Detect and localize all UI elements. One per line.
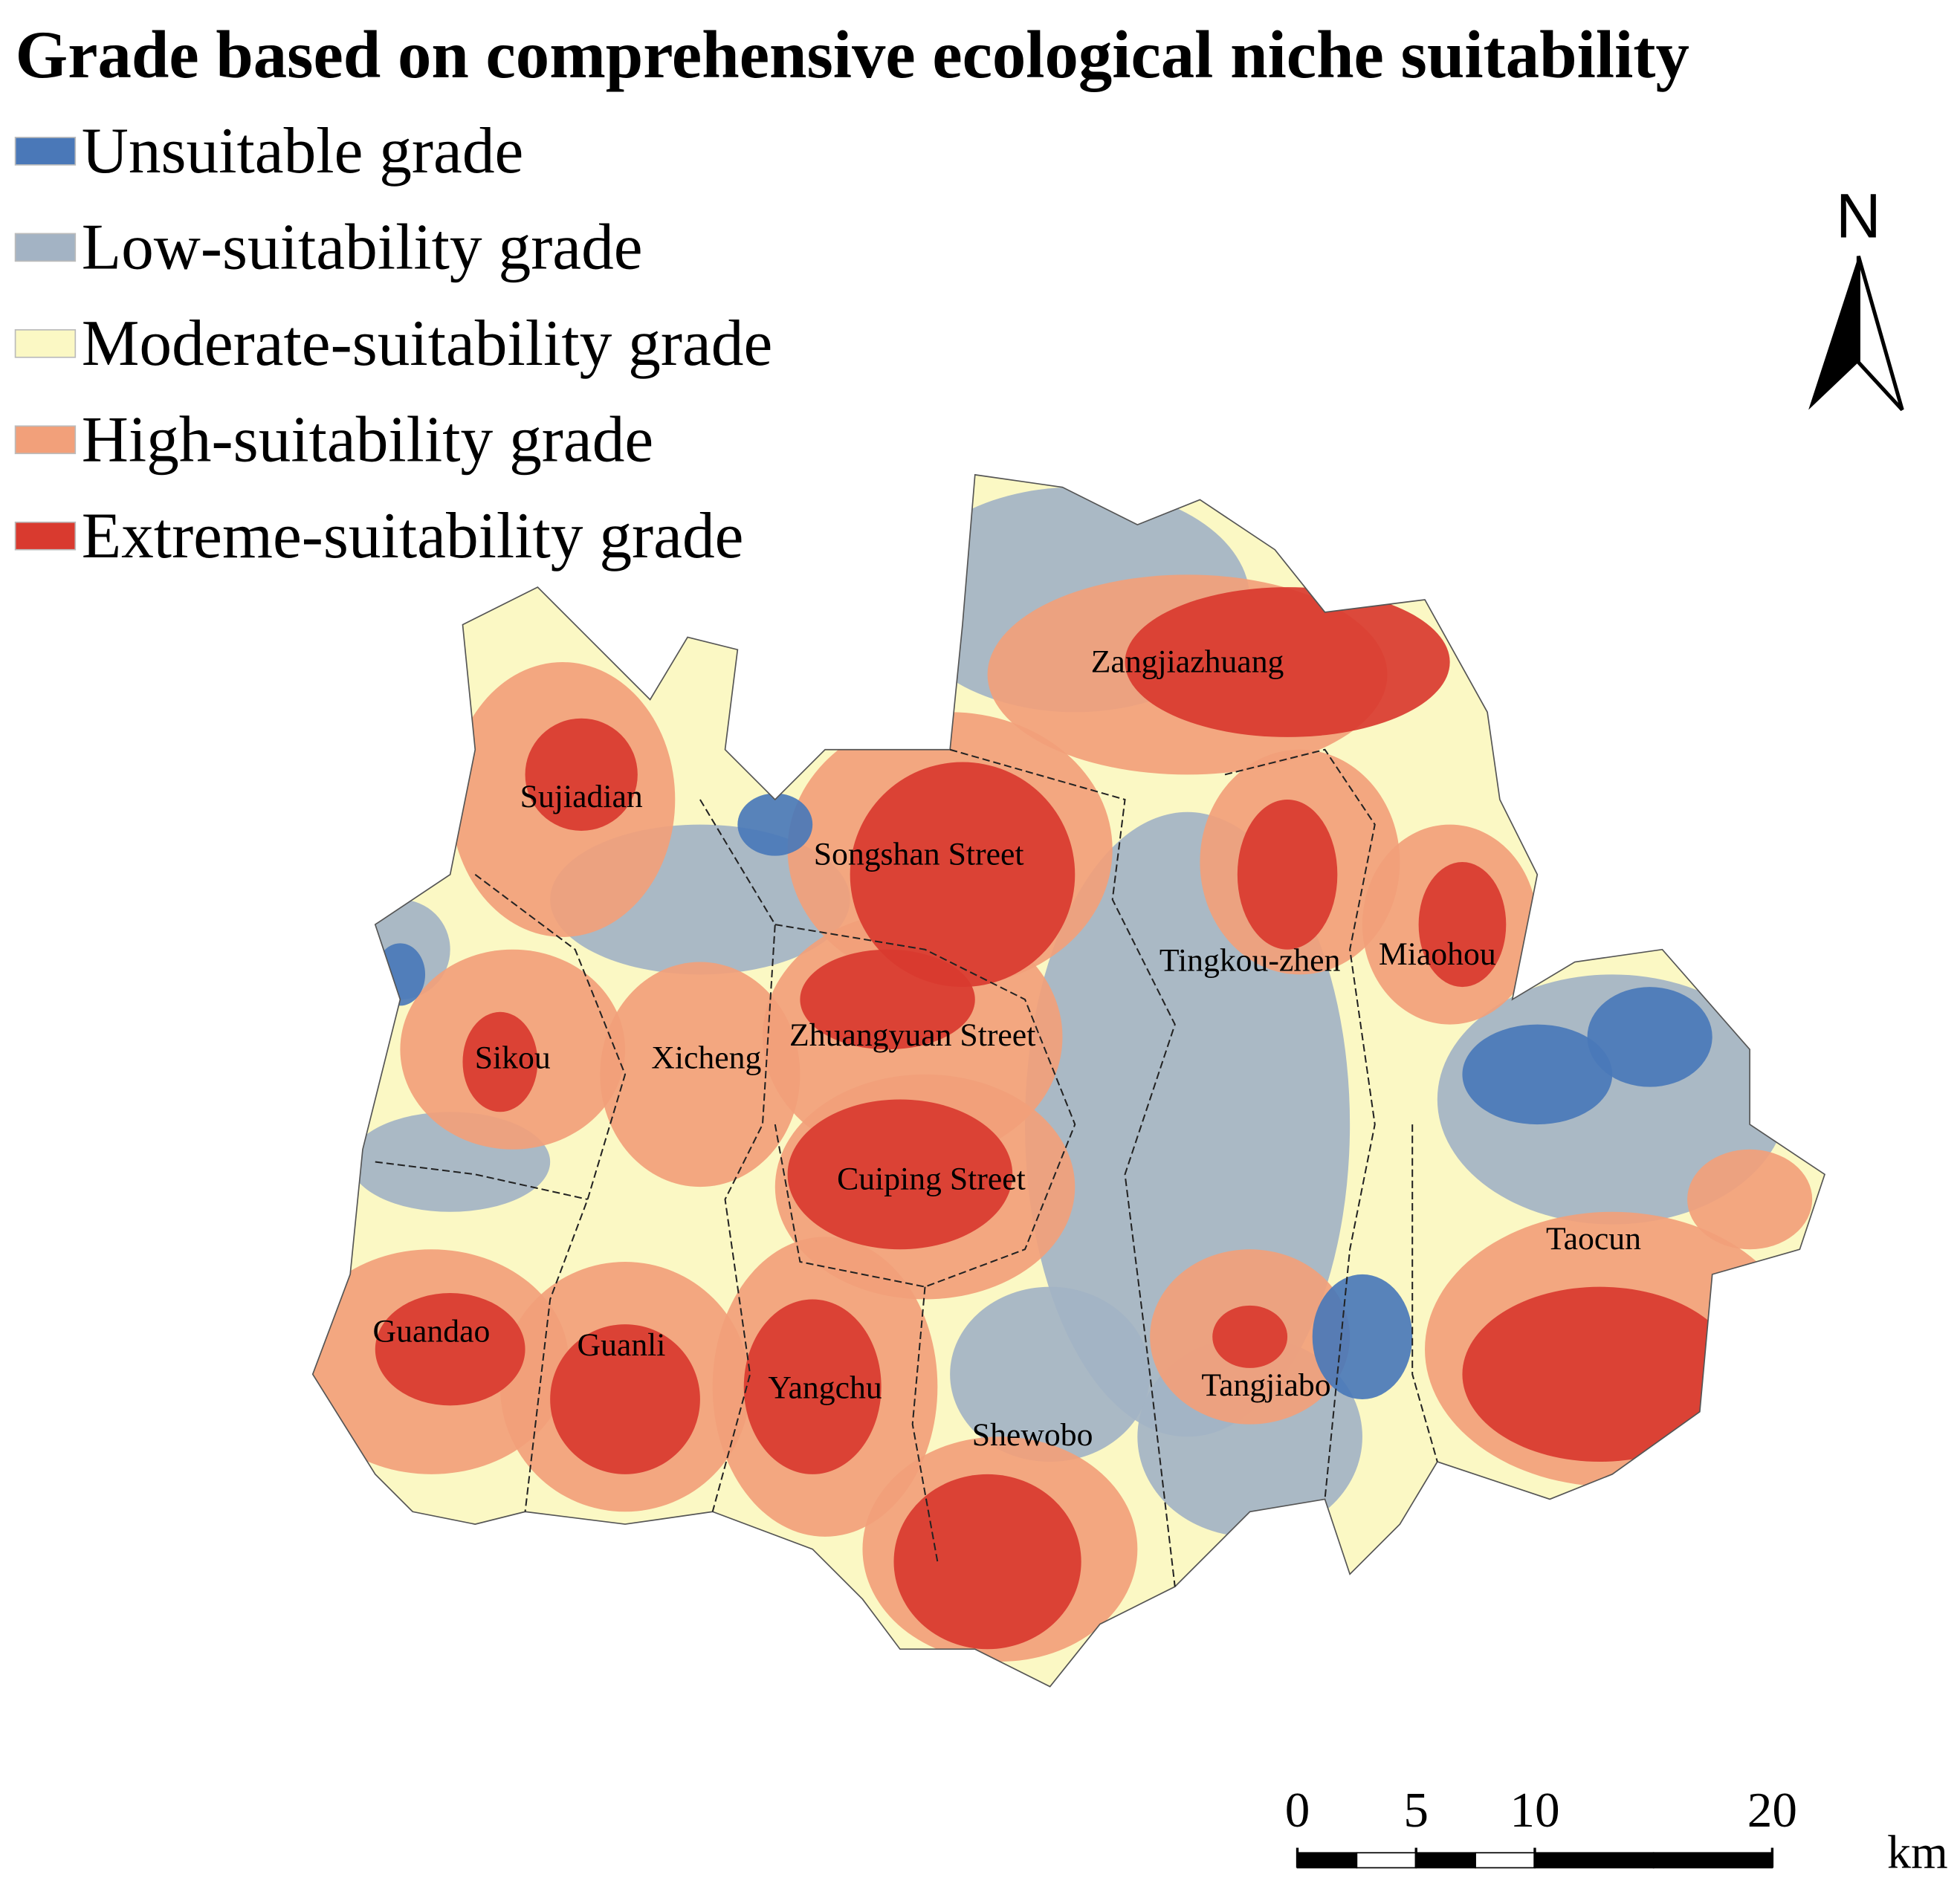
grade-area xyxy=(1687,1149,1813,1250)
scale-bar: 0 5 10 20 km xyxy=(1285,1782,1948,1878)
grade-area xyxy=(787,1099,1013,1250)
scale-segment xyxy=(1652,1852,1773,1869)
place-label: Songshan Street xyxy=(814,836,1024,872)
scale-tick-label: 0 xyxy=(1285,1782,1310,1838)
place-label: Sujiadian xyxy=(520,779,643,814)
place-label: Yangchu xyxy=(768,1370,882,1405)
legend-label: Unsuitable grade xyxy=(82,114,524,187)
grade-area xyxy=(893,1474,1081,1650)
legend-swatch xyxy=(14,521,77,551)
grade-area xyxy=(1125,587,1450,737)
place-label: Guandao xyxy=(373,1314,491,1349)
grade-area xyxy=(1462,1024,1613,1125)
place-label: Miaohou xyxy=(1379,936,1496,972)
arrow-left xyxy=(1808,256,1859,410)
grade-area xyxy=(1237,799,1338,950)
map-title: Grade based on comprehensive ecological … xyxy=(16,17,1689,92)
legend-label: Low-suitability grade xyxy=(82,210,643,282)
grade-area xyxy=(1212,1305,1288,1368)
place-label: Xicheng xyxy=(651,1040,761,1075)
arrow-right xyxy=(1856,255,1904,412)
place-label: Tangjiabo xyxy=(1201,1367,1330,1403)
grade-area xyxy=(743,1299,882,1474)
place-labels: Zangjiazhuang Sujiadian Songshan Street Tin… xyxy=(373,644,1642,1453)
scale-segment xyxy=(1356,1852,1417,1869)
legend-swatch xyxy=(14,425,77,455)
grade-area xyxy=(550,1324,700,1474)
legend-swatch xyxy=(14,233,77,262)
grade-area xyxy=(1587,987,1712,1087)
scale-tick-label: 20 xyxy=(1747,1782,1797,1838)
legend: Unsuitable grade Low-suitability grade Mod… xyxy=(14,114,773,571)
district-boundaries xyxy=(375,748,1438,1587)
scale-segment xyxy=(1415,1852,1476,1869)
legend-label: High-suitability grade xyxy=(82,403,653,475)
grade-area xyxy=(525,718,638,832)
place-label: Guanli xyxy=(578,1327,666,1363)
scale-unit: km xyxy=(1887,1825,1948,1878)
place-label: Sikou xyxy=(475,1040,551,1075)
grade-area xyxy=(850,762,1076,988)
grade-area xyxy=(737,793,813,856)
legend-swatch xyxy=(14,329,77,358)
legend-swatch xyxy=(14,137,77,166)
place-label: Tingkou-zhen xyxy=(1159,942,1341,978)
grade-area xyxy=(1418,862,1507,988)
grade-area xyxy=(462,1011,538,1112)
grade-area xyxy=(950,1286,1151,1462)
region-outline xyxy=(311,473,1826,1688)
scale-segment xyxy=(1296,1852,1358,1869)
north-label: N xyxy=(1836,181,1881,250)
grade-area xyxy=(800,949,975,1050)
north-arrow: N xyxy=(1808,181,1904,412)
scale-tick-label: 5 xyxy=(1403,1782,1429,1838)
legend-label: Extreme-suitability grade xyxy=(82,499,744,571)
scale-segment xyxy=(1475,1852,1536,1869)
grade-area xyxy=(375,1293,525,1406)
place-label: Zhuangyuan Street xyxy=(789,1017,1035,1053)
place-label: Taocun xyxy=(1546,1221,1641,1257)
scale-tick-label: 10 xyxy=(1510,1782,1559,1838)
place-label: Zangjiazhuang xyxy=(1091,644,1284,679)
grade-area xyxy=(1462,1286,1738,1462)
legend-label: Moderate-suitability grade xyxy=(82,307,773,379)
place-label: Shewobo xyxy=(972,1417,1093,1453)
scale-segment xyxy=(1534,1852,1655,1869)
grade-area xyxy=(375,943,426,1006)
grade-area xyxy=(600,962,801,1187)
place-label: Cuiping Street xyxy=(837,1161,1026,1197)
